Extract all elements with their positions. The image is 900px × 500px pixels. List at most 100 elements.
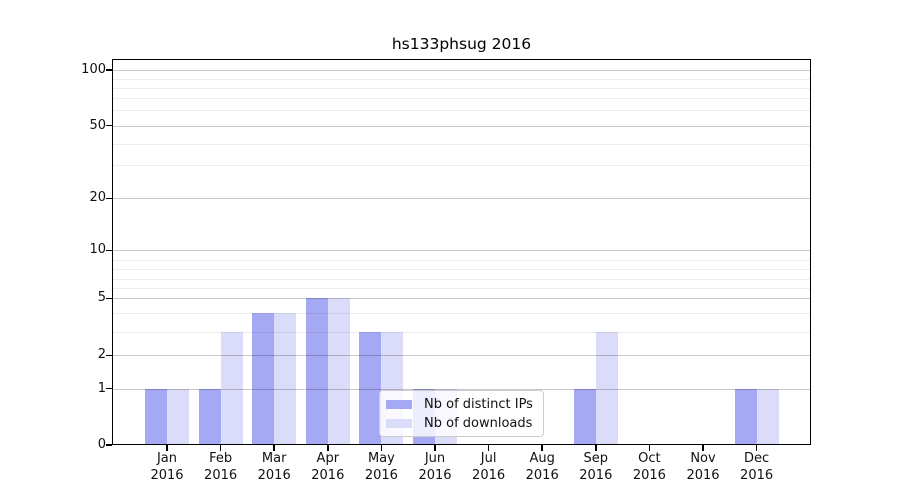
x-tick-year: 2016	[740, 467, 774, 483]
x-axis-tick-mark	[166, 445, 168, 451]
x-axis-tick-mark	[487, 445, 490, 451]
x-tick-month: Jun	[424, 451, 446, 466]
y-axis-tick-label: 0	[97, 437, 106, 452]
x-axis-tick-mark	[327, 445, 329, 451]
legend-entry-distinct-ips: Nb of distinct IPs	[386, 397, 537, 412]
minor-gridline	[112, 278, 811, 280]
minor-gridline	[112, 88, 811, 90]
y-axis-tick-mark	[106, 124, 112, 127]
x-tick-year: 2016	[150, 467, 184, 483]
bar-distinct-ips	[252, 313, 275, 445]
x-axis-tick-label: Nov 2016	[676, 451, 730, 484]
y-axis-tick-label: 10	[89, 242, 106, 258]
minor-gridline	[112, 260, 811, 262]
bar-distinct-ips	[573, 388, 596, 445]
x-tick-month: Feb	[209, 451, 233, 466]
x-axis-tick-mark	[541, 445, 543, 451]
legend-label-distinct-ips: Nb of distinct IPs	[424, 396, 533, 412]
bar-downloads	[756, 388, 779, 445]
y-axis-tick-mark	[106, 297, 112, 300]
x-tick-year: 2016	[525, 467, 559, 483]
bar-distinct-ips	[734, 388, 757, 445]
x-axis-tick-mark	[273, 445, 275, 451]
legend-entry-downloads: Nb of downloads	[386, 416, 537, 431]
y-axis-tick-label: 20	[89, 190, 106, 206]
x-tick-year: 2016	[364, 467, 398, 483]
x-tick-year: 2016	[686, 467, 720, 483]
bar-distinct-ips	[198, 388, 221, 445]
y-axis-tick-label: 100	[81, 62, 106, 77]
x-tick-month: Oct	[638, 451, 661, 466]
x-tick-year: 2016	[311, 467, 345, 483]
bar-downloads	[595, 332, 618, 445]
x-tick-year: 2016	[257, 467, 291, 483]
bar-distinct-ips	[359, 332, 382, 445]
minor-gridline	[112, 287, 811, 289]
x-axis-tick-mark	[434, 445, 436, 451]
y-axis-tick-label: 1	[97, 380, 106, 396]
bar-downloads	[167, 388, 189, 445]
y-axis-tick-label: 2	[97, 347, 106, 363]
x-axis-tick-mark	[380, 445, 383, 451]
minor-gridline	[112, 332, 811, 333]
x-axis-tick-label: May 2016	[354, 451, 408, 484]
x-tick-month: Apr	[316, 451, 340, 466]
major-gridline	[112, 298, 811, 300]
x-axis-tick-label: Apr 2016	[301, 451, 355, 484]
major-gridline	[112, 125, 811, 127]
x-tick-month: Jul	[480, 451, 497, 466]
x-axis-tick-mark	[648, 445, 651, 451]
x-axis-tick-label: Aug 2016	[515, 451, 569, 484]
legend-swatch-downloads	[386, 418, 412, 428]
y-axis-tick-mark	[106, 354, 112, 357]
y-axis-tick-mark	[106, 197, 112, 200]
minor-gridline	[112, 144, 811, 146]
y-axis-tick-mark	[106, 69, 112, 71]
x-tick-month: Aug	[529, 451, 555, 466]
bar-distinct-ips	[305, 298, 328, 445]
x-axis-tick-label: Feb 2016	[194, 451, 248, 484]
chart-title: hs133phsug 2016	[391, 35, 532, 53]
x-tick-year: 2016	[418, 467, 452, 483]
x-tick-month: Nov	[690, 451, 716, 466]
legend: Nb of distinct IPs Nb of downloads	[379, 390, 544, 437]
bar-distinct-ips	[145, 388, 167, 445]
x-tick-month: Mar	[261, 451, 287, 466]
y-axis-tick-label: 5	[97, 290, 106, 306]
x-tick-year: 2016	[472, 467, 506, 483]
plot-area	[112, 59, 811, 445]
bar-downloads	[274, 313, 297, 445]
x-axis-tick-mark	[755, 445, 758, 451]
legend-swatch-distinct-ips	[386, 399, 412, 409]
y-axis-tick-mark	[106, 444, 112, 446]
major-gridline	[112, 70, 811, 71]
x-axis-tick-mark	[219, 445, 222, 451]
x-axis-tick-label: Sep 2016	[569, 451, 623, 484]
minor-gridline	[112, 79, 811, 81]
minor-gridline	[112, 98, 811, 100]
x-axis-tick-mark	[702, 445, 704, 451]
y-axis-tick-mark	[106, 249, 112, 252]
x-tick-year: 2016	[204, 467, 238, 483]
major-gridline	[112, 250, 811, 252]
minor-gridline	[112, 165, 811, 166]
bar-downloads	[327, 298, 350, 445]
x-axis-tick-label: Oct 2016	[622, 451, 676, 484]
x-tick-year: 2016	[579, 467, 613, 483]
minor-gridline	[112, 110, 811, 111]
x-axis-tick-label: Mar 2016	[247, 451, 301, 484]
x-tick-month: May	[367, 451, 395, 466]
x-tick-year: 2016	[632, 467, 666, 483]
minor-gridline	[112, 269, 811, 271]
x-axis-tick-label: Jun 2016	[408, 451, 462, 484]
legend-label-downloads: Nb of downloads	[424, 415, 533, 431]
y-axis-tick-mark	[106, 387, 112, 390]
major-gridline	[112, 198, 811, 200]
minor-gridline	[112, 313, 811, 315]
x-axis-tick-mark	[595, 445, 597, 451]
x-axis-tick-label: Dec 2016	[730, 451, 784, 484]
x-axis-tick-label: Jan 2016	[140, 451, 194, 484]
y-axis-tick-label: 50	[89, 117, 106, 133]
major-gridline	[112, 355, 811, 357]
